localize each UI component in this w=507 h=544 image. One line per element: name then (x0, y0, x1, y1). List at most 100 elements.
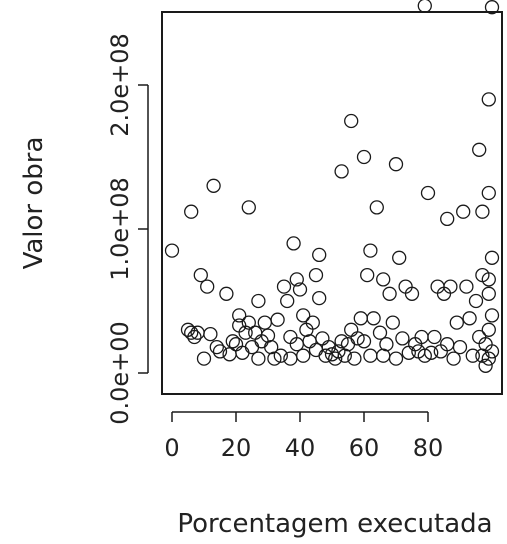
data-point (308, 342, 324, 358)
y-axis: 0.0e+00 1.0e+08 2.0e+08 (106, 33, 149, 425)
data-point (472, 142, 487, 157)
data-point (187, 329, 202, 345)
data-point (417, 0, 432, 13)
data-point (363, 348, 378, 363)
data-point (334, 334, 349, 349)
data-point (321, 339, 336, 355)
data-point (443, 279, 458, 294)
data-point (212, 344, 228, 359)
data-point (449, 315, 464, 330)
data-point (238, 325, 253, 340)
data-point (334, 164, 349, 179)
data-point (462, 311, 477, 326)
data-point (388, 351, 404, 366)
data-point (424, 345, 439, 360)
data-point (267, 351, 282, 366)
data-point (356, 149, 372, 165)
data-point (347, 351, 362, 366)
x-tick-label: 80 (413, 434, 444, 462)
x-tick-label: 0 (164, 434, 179, 462)
y-tick-label: 1.0e+08 (106, 177, 134, 281)
data-point (481, 322, 496, 337)
data-point (366, 311, 381, 326)
data-point (353, 311, 368, 326)
data-point (350, 331, 365, 346)
data-point (481, 286, 496, 301)
data-point (312, 247, 327, 263)
data-point (427, 329, 442, 345)
data-point (360, 267, 375, 283)
data-point (395, 331, 410, 346)
data-point (283, 351, 298, 366)
data-point (203, 326, 218, 342)
data-point (193, 267, 208, 283)
data-point (417, 348, 432, 363)
data-point (459, 279, 474, 294)
data-point (344, 113, 359, 129)
data-point (219, 286, 234, 301)
data-point (196, 351, 212, 366)
x-axis: 0 20 40 60 80 (164, 411, 444, 462)
data-point (209, 339, 224, 355)
data-point (184, 204, 199, 219)
x-tick-label: 60 (349, 434, 380, 462)
data-point (392, 250, 407, 265)
data-point (206, 178, 221, 193)
data-point (379, 337, 394, 352)
data-point (385, 315, 400, 330)
data-point (315, 331, 330, 346)
data-point (369, 200, 384, 215)
data-point (484, 0, 500, 15)
data-point (484, 250, 500, 265)
data-point (363, 243, 378, 258)
data-point (440, 211, 455, 227)
data-point (475, 204, 490, 219)
data-point (225, 334, 240, 349)
data-point (404, 286, 420, 301)
data-point (456, 204, 471, 219)
data-point (328, 351, 343, 366)
data-point (232, 308, 247, 323)
data-point (446, 351, 461, 366)
data-point (296, 308, 311, 323)
data-point (481, 92, 496, 107)
y-axis-label: Valor obra (19, 137, 49, 270)
data-point (273, 348, 288, 363)
data-point (468, 293, 484, 309)
data-point (296, 348, 311, 363)
data-point (420, 185, 436, 201)
points-layer (164, 0, 500, 373)
data-point (382, 286, 397, 301)
data-point (241, 315, 256, 330)
data-point (235, 345, 250, 360)
data-point (251, 293, 266, 309)
data-point (305, 315, 320, 330)
data-point (481, 272, 496, 287)
x-tick-label: 40 (285, 434, 316, 462)
data-point (312, 290, 327, 306)
data-point (200, 279, 215, 294)
data-point (292, 282, 308, 297)
data-point (302, 334, 317, 349)
data-point (241, 200, 256, 215)
y-tick-label: 2.0e+08 (106, 33, 134, 137)
y-tick-label: 0.0e+00 (106, 321, 134, 425)
data-point (372, 325, 388, 340)
data-point (280, 293, 295, 309)
plot-frame (161, 11, 503, 395)
x-tick-label: 20 (221, 434, 252, 462)
data-point (344, 322, 359, 337)
data-point (286, 236, 301, 251)
data-point (289, 272, 304, 287)
x-axis-label: Porcentagem executada (177, 509, 492, 539)
data-point (388, 157, 404, 172)
data-point (164, 243, 180, 258)
data-point (228, 337, 244, 352)
data-point (465, 348, 480, 363)
data-point (318, 348, 333, 363)
data-point (452, 339, 468, 355)
data-point (244, 339, 260, 355)
data-point (376, 272, 391, 287)
